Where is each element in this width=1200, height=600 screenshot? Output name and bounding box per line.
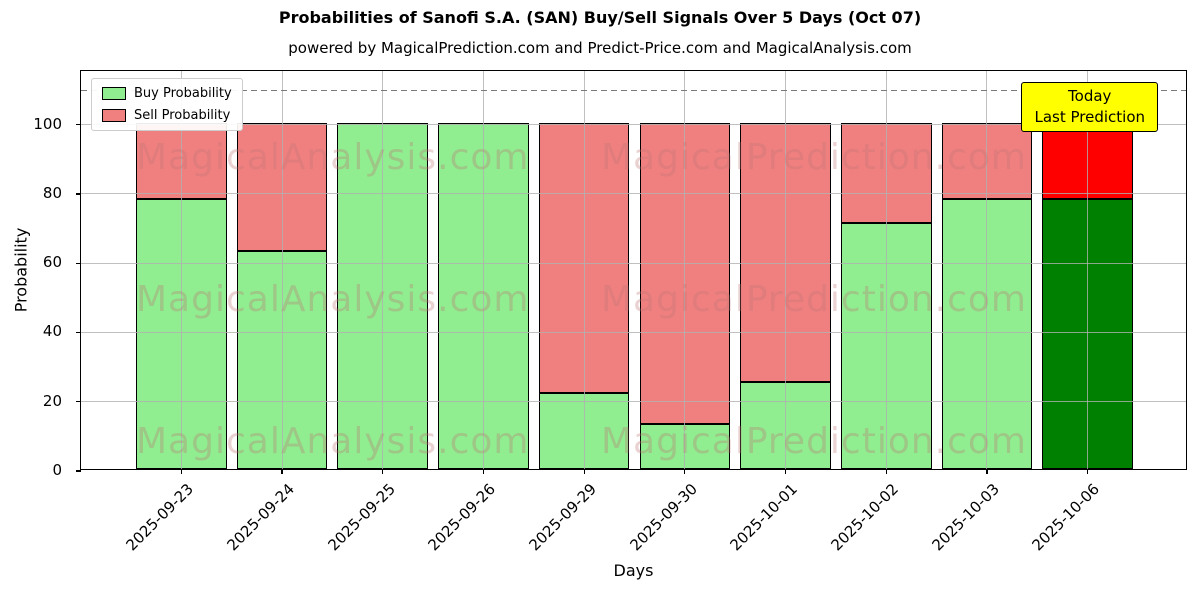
y-tick-label: 0 xyxy=(52,461,62,479)
y-gridline xyxy=(81,262,1186,264)
y-tick xyxy=(76,470,81,472)
x-tick-label-text: 2025-09-25 xyxy=(324,480,399,555)
x-tick xyxy=(684,469,686,474)
x-axis-title: Days xyxy=(613,561,654,580)
x-gridline xyxy=(986,71,988,469)
plot-area: Buy Probability Sell Probability Today L… xyxy=(76,70,1187,554)
y-tick-label: 60 xyxy=(42,253,62,272)
x-tick xyxy=(281,469,283,474)
today-annotation-line2: Last Prediction xyxy=(1034,108,1145,126)
x-tick-label-text: 2025-10-06 xyxy=(1028,480,1104,555)
x-tick-label-text: 2025-09-23 xyxy=(122,480,198,555)
y-tick-label: 40 xyxy=(42,322,62,341)
y-axis-title: Probability xyxy=(11,227,31,313)
legend-swatch-sell-icon xyxy=(102,109,126,122)
x-tick-label-text: 2025-09-30 xyxy=(626,480,701,555)
y-tick xyxy=(76,262,81,264)
x-tick-label-text: 2025-09-29 xyxy=(525,480,600,555)
y-axis: 0 20 40 60 80 100 xyxy=(0,70,72,479)
x-gridline xyxy=(482,71,484,469)
x-tick xyxy=(180,469,182,474)
x-gridline xyxy=(382,71,384,469)
y-tick xyxy=(76,401,81,403)
legend-item-buy: Buy Probability xyxy=(102,86,232,101)
threshold-dashed-line xyxy=(81,90,1186,92)
y-tick-label: 100 xyxy=(33,114,62,133)
x-gridline xyxy=(785,71,787,469)
x-tick-label-text: 2025-10-02 xyxy=(827,480,902,555)
x-gridline xyxy=(583,71,585,469)
legend: Buy Probability Sell Probability xyxy=(91,78,243,131)
x-tick xyxy=(482,469,485,474)
legend-item-sell: Sell Probability xyxy=(102,108,232,123)
x-gridline xyxy=(684,71,686,469)
today-annotation-line1: Today xyxy=(1068,87,1112,105)
y-gridline xyxy=(81,401,1186,403)
x-gridline xyxy=(180,71,182,469)
y-gridline xyxy=(81,193,1186,195)
today-annotation: Today Last Prediction xyxy=(1021,82,1158,132)
legend-label-buy: Buy Probability xyxy=(134,86,232,101)
y-tick xyxy=(76,331,81,334)
legend-label-sell: Sell Probability xyxy=(134,108,231,123)
x-tick-label-text: 2025-10-03 xyxy=(928,480,1003,555)
x-tick-label-text: 2025-09-26 xyxy=(424,480,500,555)
y-gridline xyxy=(81,124,1186,126)
legend-swatch-buy-icon xyxy=(102,87,126,100)
x-tick-label-text: 2025-09-24 xyxy=(223,480,298,555)
x-tick-label-text: 2025-10-01 xyxy=(726,480,802,555)
y-tick xyxy=(76,124,81,126)
x-tick xyxy=(583,469,585,474)
y-tick xyxy=(76,193,81,195)
y-tick-label: 80 xyxy=(42,183,62,202)
x-gridline xyxy=(281,71,283,469)
x-tick xyxy=(784,469,787,474)
x-tick xyxy=(1087,469,1089,474)
x-tick xyxy=(986,469,988,474)
x-tick xyxy=(885,469,887,474)
y-gridline xyxy=(81,331,1186,333)
y-tick-label: 20 xyxy=(42,391,62,410)
x-gridline xyxy=(885,71,887,469)
x-gridline xyxy=(1087,71,1089,469)
chart-title: Probabilities of Sanofi S.A. (SAN) Buy/S… xyxy=(278,8,922,27)
x-tick xyxy=(382,469,384,474)
chart-subtitle: powered by MagicalPrediction.com and Pre… xyxy=(288,39,912,57)
